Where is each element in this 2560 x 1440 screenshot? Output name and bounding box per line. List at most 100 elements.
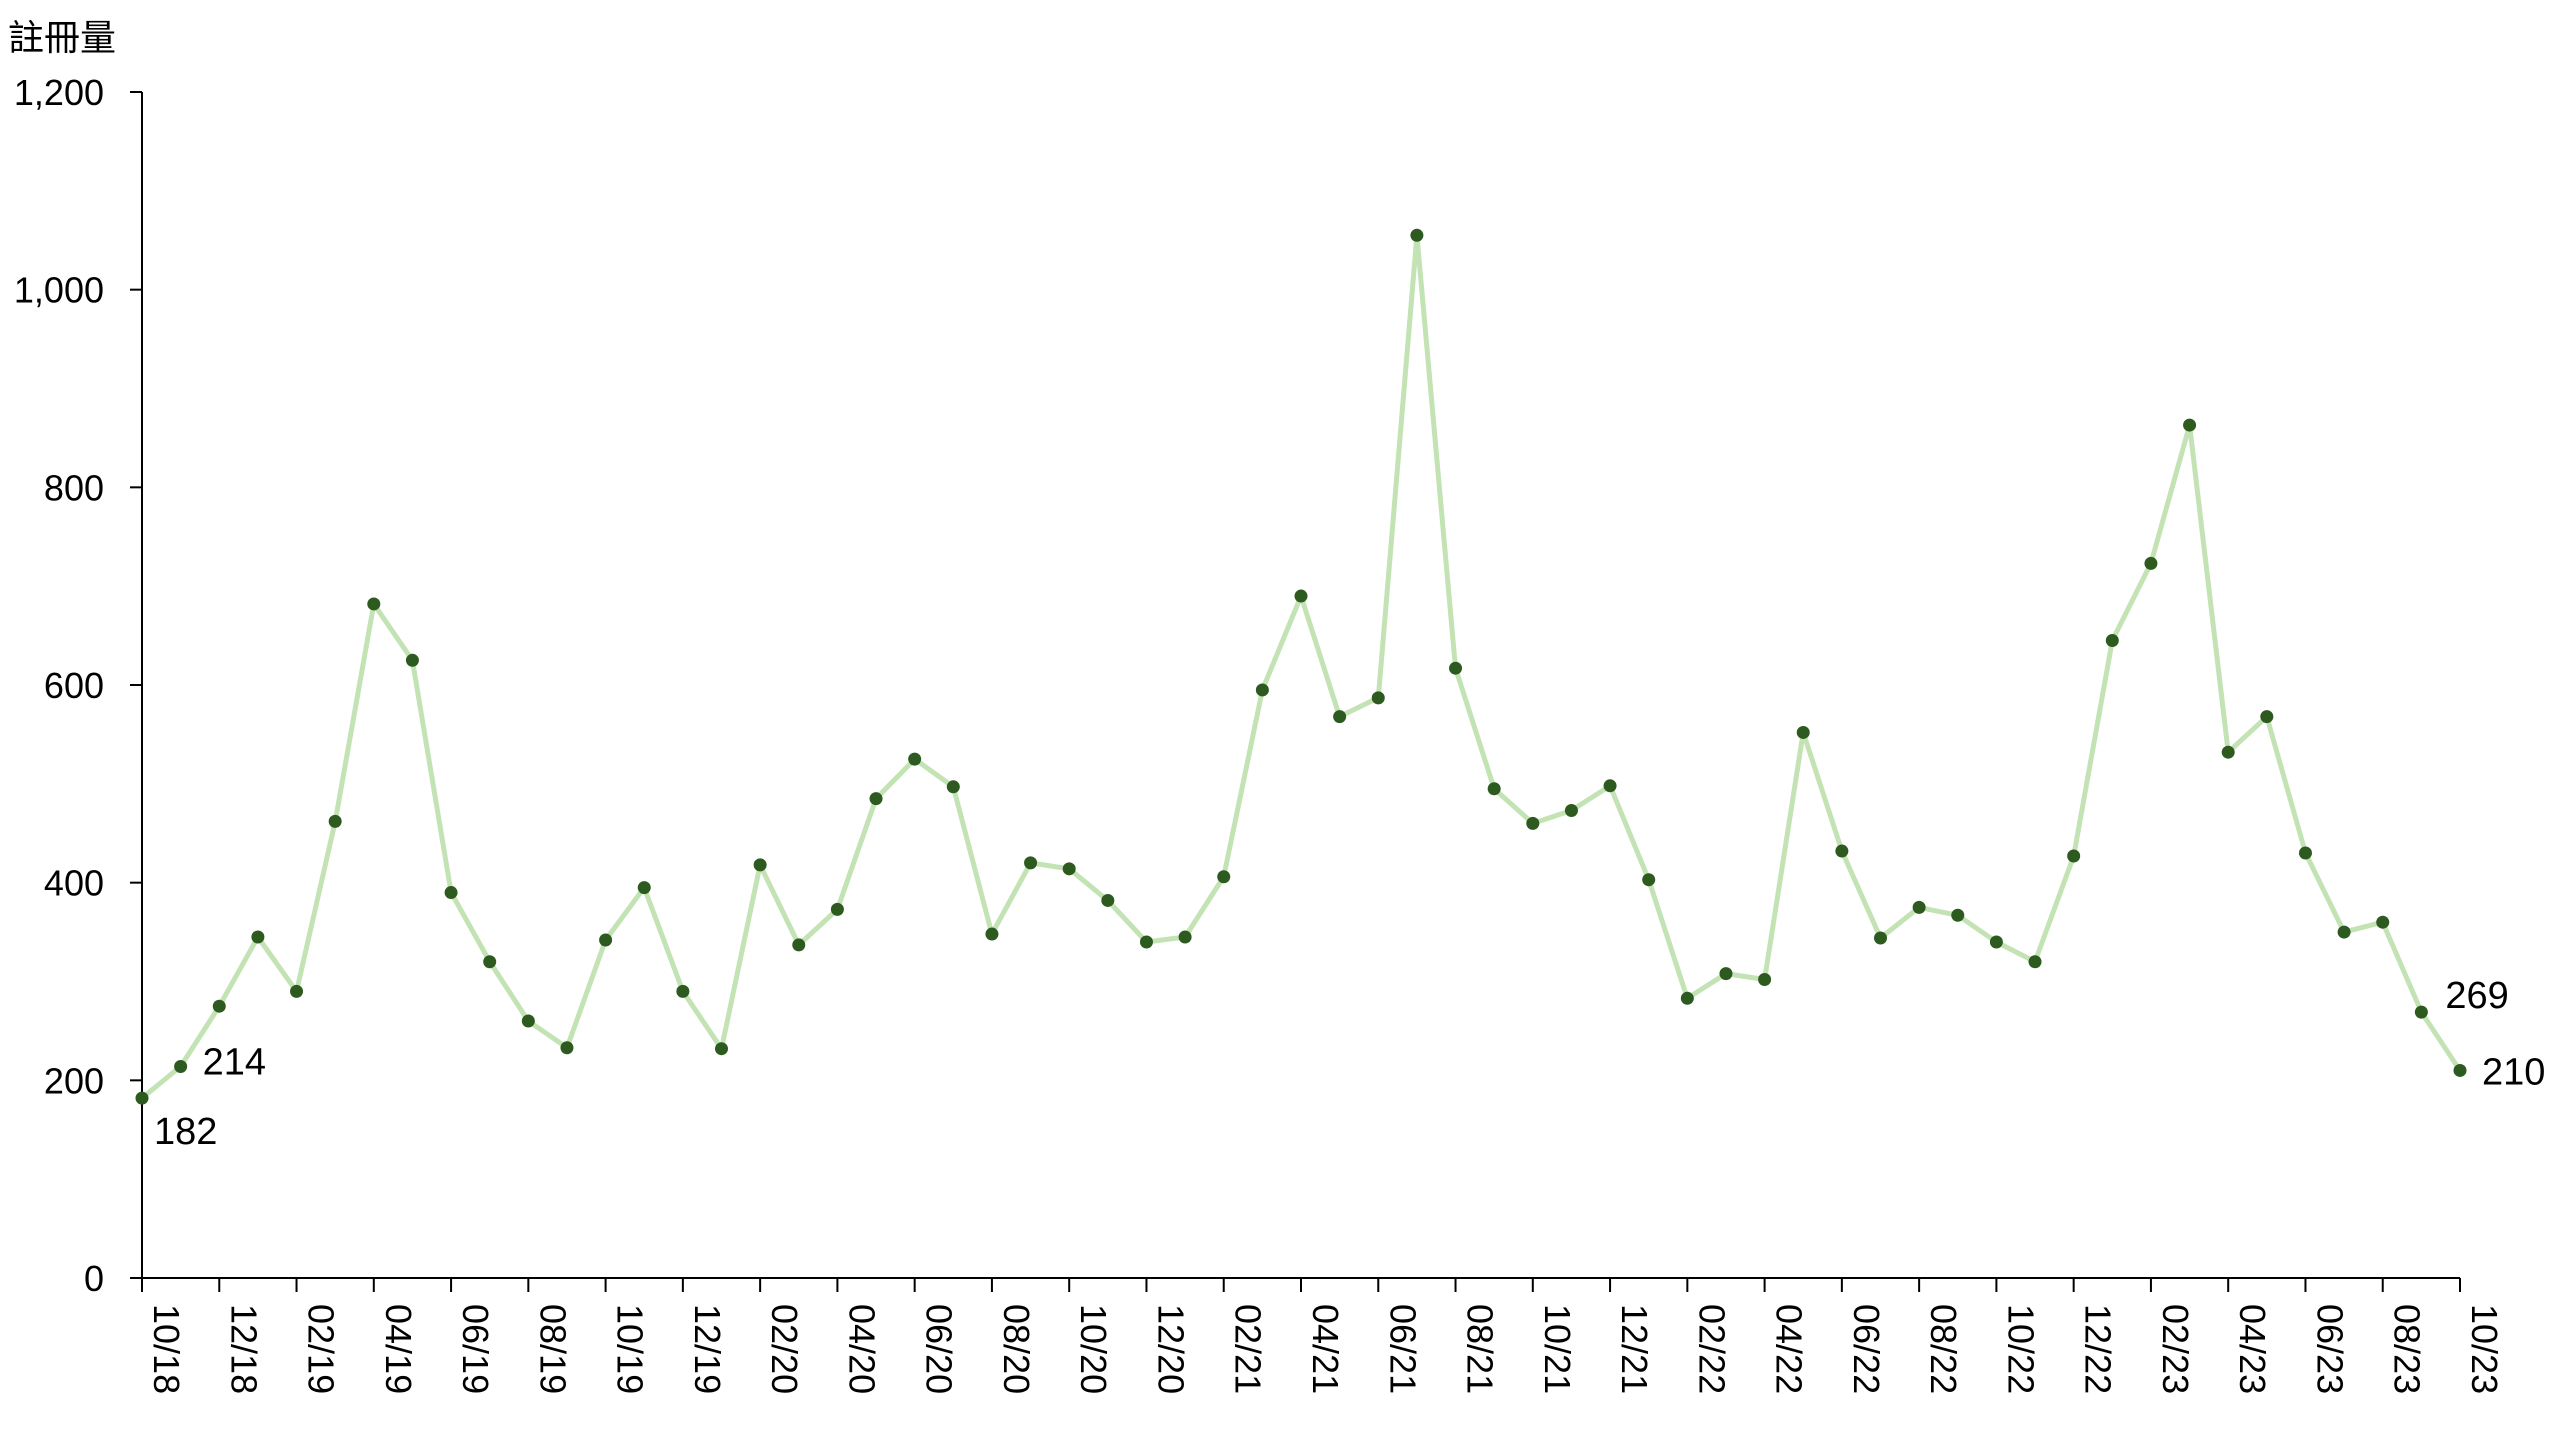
x-tick-label: 06/22 — [1846, 1304, 1887, 1394]
y-axis-ticks: 0 200 400 600 800 1,000 1,200 — [14, 72, 142, 1299]
x-tick-label: 08/20 — [996, 1304, 1037, 1394]
data-point — [869, 792, 883, 806]
data-point — [328, 814, 342, 828]
data-point — [212, 999, 226, 1013]
x-tick-label: 04/23 — [2232, 1304, 2273, 1394]
data-label: 182 — [154, 1111, 217, 1153]
data-point — [1564, 804, 1578, 818]
y-tick-label: 200 — [44, 1060, 104, 1101]
x-tick-label: 08/21 — [1460, 1304, 1501, 1394]
data-label: 214 — [203, 1041, 266, 1083]
x-tick-label: 10/23 — [2464, 1304, 2505, 1394]
x-tick-label: 10/21 — [1537, 1304, 1578, 1394]
x-tick-label: 04/22 — [1769, 1304, 1810, 1394]
data-point — [2105, 634, 2119, 648]
x-tick-label: 08/19 — [532, 1304, 573, 1394]
data-point — [1487, 782, 1501, 796]
y-tick-label: 1,000 — [14, 270, 104, 311]
x-tick-label: 12/21 — [1614, 1304, 1655, 1394]
data-point — [1719, 967, 1733, 981]
data-point — [2183, 418, 2197, 432]
data-point — [1333, 710, 1347, 724]
data-point — [405, 653, 419, 667]
x-tick-label: 04/20 — [841, 1304, 882, 1394]
x-tick-label: 04/19 — [378, 1304, 419, 1394]
data-point — [1603, 779, 1617, 793]
data-point — [1796, 725, 1810, 739]
x-tick-label: 08/23 — [2387, 1304, 2428, 1394]
data-point — [1642, 873, 1656, 887]
data-point — [908, 752, 922, 766]
y-tick-label: 0 — [84, 1258, 104, 1299]
data-point — [290, 984, 304, 998]
data-point — [2067, 849, 2081, 863]
x-tick-label: 10/19 — [610, 1304, 651, 1394]
data-point — [2414, 1005, 2428, 1019]
data-label: 210 — [2482, 1051, 2545, 1093]
data-point — [676, 984, 690, 998]
data-point — [2298, 846, 2312, 860]
axes — [141, 92, 2460, 1279]
x-tick-label: 08/22 — [1923, 1304, 1964, 1394]
data-point — [753, 858, 767, 872]
data-point — [2376, 915, 2390, 929]
x-tick-label: 12/18 — [223, 1304, 264, 1394]
x-tick-label: 10/20 — [1073, 1304, 1114, 1394]
x-tick-label: 02/22 — [1691, 1304, 1732, 1394]
data-point — [367, 597, 381, 611]
data-point — [1062, 862, 1076, 876]
data-point — [1294, 589, 1308, 603]
data-point — [2144, 556, 2158, 570]
data-point — [715, 1042, 728, 1056]
x-tick-label: 10/22 — [2000, 1304, 2041, 1394]
x-tick-label: 02/21 — [1228, 1304, 1269, 1394]
x-tick-label: 12/20 — [1150, 1304, 1191, 1394]
data-point — [985, 927, 999, 941]
x-axis-ticks: 10/18 12/18 02/19 04/19 06/19 08/19 10/19 12/19… — [141, 1278, 2505, 1394]
y-tick-label: 1,200 — [14, 72, 104, 113]
data-point — [637, 881, 651, 895]
data-point — [174, 1059, 188, 1073]
data-point — [1024, 856, 1038, 870]
data-point — [1178, 930, 1192, 944]
data-point — [2028, 955, 2042, 969]
data-labels: 182 214 269 210 — [154, 975, 2545, 1153]
x-tick-label: 02/20 — [764, 1304, 805, 1394]
data-point — [792, 938, 806, 952]
data-point — [1410, 228, 1424, 242]
data-point — [1874, 931, 1887, 945]
x-tick-label: 06/19 — [455, 1304, 496, 1394]
data-point — [1951, 908, 1965, 922]
x-tick-label: 10/18 — [146, 1304, 187, 1394]
data-point — [830, 902, 844, 916]
series-group — [135, 228, 2467, 1105]
data-point — [1835, 844, 1849, 858]
x-tick-label: 06/21 — [1382, 1304, 1423, 1394]
x-tick-label: 12/22 — [2078, 1304, 2119, 1394]
y-tick-label: 400 — [44, 863, 104, 904]
data-point — [1989, 935, 2003, 949]
data-point — [444, 886, 458, 900]
data-point — [1912, 900, 1926, 914]
x-tick-label: 02/23 — [2155, 1304, 2196, 1394]
data-point — [1449, 661, 1463, 675]
x-tick-label: 04/21 — [1305, 1304, 1346, 1394]
data-point — [2221, 745, 2235, 759]
data-point — [1139, 935, 1153, 949]
x-tick-label: 12/19 — [687, 1304, 728, 1394]
data-point — [2260, 710, 2274, 724]
data-point — [946, 780, 960, 794]
y-tick-label: 600 — [44, 665, 104, 706]
data-point — [560, 1041, 574, 1055]
data-point — [1101, 893, 1115, 907]
x-tick-label: 06/20 — [919, 1304, 960, 1394]
data-point — [1217, 870, 1231, 884]
data-point — [2337, 925, 2351, 939]
data-point — [483, 955, 497, 969]
data-point — [1680, 991, 1694, 1005]
y-axis-label: 註冊量 — [8, 18, 116, 59]
series-line — [140, 232, 2463, 1101]
data-point — [1526, 816, 1540, 830]
y-tick-label: 800 — [44, 467, 104, 508]
